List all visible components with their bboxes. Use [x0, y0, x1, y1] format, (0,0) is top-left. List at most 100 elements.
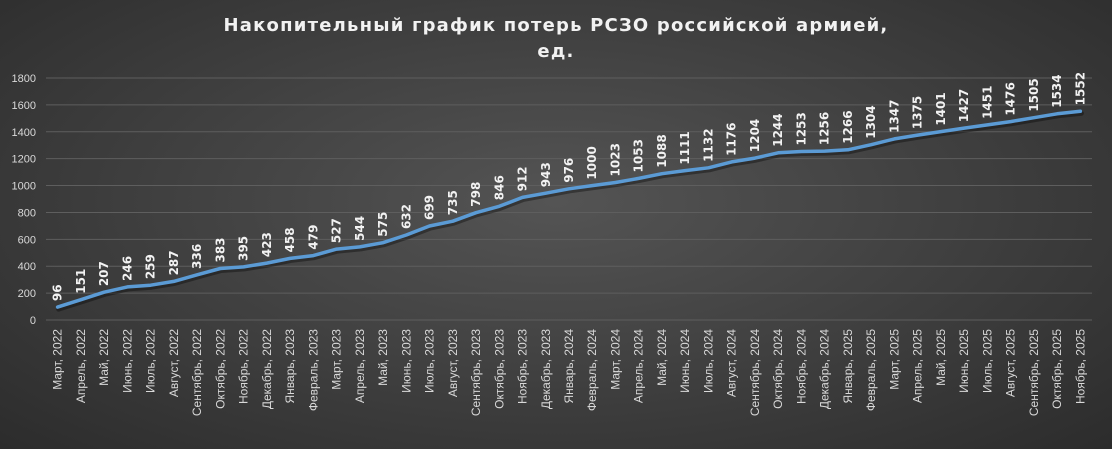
- x-tick-label: Март, 2025: [887, 329, 901, 390]
- data-label: 1132: [701, 128, 715, 161]
- x-tick-label: Октябрь, 2025: [1050, 329, 1064, 409]
- data-label: 1401: [934, 92, 948, 125]
- x-tick-label: Сентябрь, 2023: [469, 329, 483, 416]
- data-label: 1534: [1050, 74, 1064, 107]
- data-label: 383: [213, 237, 227, 262]
- data-label: 458: [283, 227, 297, 252]
- chart-title-line-2: ед.: [537, 41, 574, 62]
- y-tick-label: 600: [18, 234, 36, 246]
- y-tick-label: 1000: [12, 181, 36, 193]
- data-label: 798: [469, 182, 483, 207]
- data-label: 1552: [1073, 72, 1087, 105]
- y-tick-label: 400: [18, 261, 36, 273]
- data-label: 1053: [632, 139, 646, 172]
- x-tick-label: Июль, 2022: [144, 329, 158, 393]
- x-tick-label: Август, 2022: [167, 329, 181, 397]
- data-label: 1375: [911, 96, 925, 129]
- y-tick-label: 1400: [12, 127, 36, 139]
- data-labels: 96 151 207 246 259 287 336 383 395 423 458 479 527 54…: [51, 72, 1088, 301]
- data-label: 632: [399, 204, 413, 229]
- data-label: 1476: [1004, 82, 1018, 115]
- x-tick-label: Июнь, 2023: [399, 329, 413, 393]
- data-label: 976: [562, 158, 576, 183]
- data-label: 699: [423, 195, 437, 220]
- data-label: 1204: [748, 119, 762, 152]
- data-label: 259: [144, 254, 158, 279]
- x-tick-label: Апрель, 2025: [911, 329, 925, 403]
- x-tick-label: Март, 2023: [330, 329, 344, 390]
- y-axis: 0 200 400 600 800 1000 1200 1400 1600 1800: [12, 73, 36, 327]
- x-tick-label: Октябрь, 2022: [213, 329, 227, 409]
- data-label: 246: [120, 256, 134, 281]
- data-label: 1505: [1027, 78, 1041, 111]
- series-line-shadow: [56, 110, 1084, 312]
- y-tick-label: 1800: [12, 73, 36, 85]
- x-tick-label: Февраль, 2024: [585, 329, 599, 411]
- data-label: 395: [237, 236, 251, 261]
- data-label: 151: [74, 269, 88, 294]
- x-tick-label: Апрель, 2023: [353, 329, 367, 403]
- data-label: 575: [376, 212, 390, 237]
- y-tick-label: 1200: [12, 154, 36, 166]
- chart-title-line-1: Накопительный график потерь РСЗО российс…: [224, 15, 889, 36]
- x-tick-label: Декабрь, 2024: [818, 329, 832, 409]
- data-label: 527: [330, 218, 344, 243]
- x-tick-label: Июнь, 2024: [678, 329, 692, 393]
- x-tick-label: Апрель, 2024: [632, 329, 646, 403]
- x-tick-label: Ноябрь, 2024: [794, 329, 808, 404]
- data-label: 1256: [818, 112, 832, 145]
- x-tick-label: Сентябрь, 2025: [1027, 329, 1041, 416]
- data-label: 1451: [980, 86, 994, 119]
- data-label: 1176: [725, 122, 739, 155]
- x-tick-label: Август, 2024: [725, 329, 739, 397]
- y-tick-label: 800: [18, 207, 36, 219]
- x-tick-label: Июль, 2024: [701, 329, 715, 393]
- x-tick-label: Ноябрь, 2022: [237, 329, 251, 404]
- x-axis: Март, 2022 Апрель, 2022 Май, 2022 Июнь, 202…: [51, 329, 1088, 416]
- x-tick-label: Февраль, 2023: [306, 329, 320, 411]
- x-tick-label: Февраль, 2025: [864, 329, 878, 411]
- x-tick-label: Октябрь, 2023: [492, 329, 506, 409]
- data-label: 1111: [678, 131, 692, 164]
- data-label: 207: [97, 261, 111, 286]
- x-tick-label: Январь, 2024: [562, 329, 576, 404]
- x-tick-label: Сентябрь, 2024: [748, 329, 762, 416]
- data-label: 479: [306, 225, 320, 250]
- x-tick-label: Ноябрь, 2025: [1073, 329, 1087, 404]
- x-tick-label: Сентябрь, 2022: [190, 329, 204, 416]
- data-label: 287: [167, 250, 181, 275]
- y-tick-label: 0: [30, 315, 36, 327]
- data-label: 1304: [864, 105, 878, 138]
- data-label: 943: [539, 162, 553, 187]
- data-label: 423: [260, 232, 274, 257]
- x-tick-label: Май, 2024: [655, 329, 669, 386]
- data-label: 1088: [655, 134, 669, 167]
- x-tick-label: Март, 2024: [608, 329, 622, 390]
- x-tick-label: Май, 2022: [97, 329, 111, 386]
- x-tick-label: Декабрь, 2023: [539, 329, 553, 409]
- x-tick-label: Декабрь, 2022: [260, 329, 274, 409]
- data-label: 1000: [585, 146, 599, 179]
- data-label: 912: [516, 166, 530, 191]
- gridlines: [46, 77, 1092, 321]
- x-tick-label: Март, 2022: [51, 329, 65, 390]
- data-label: 544: [353, 216, 367, 241]
- x-tick-label: Май, 2023: [376, 329, 390, 386]
- data-label: 735: [446, 190, 460, 215]
- x-tick-label: Январь, 2023: [283, 329, 297, 404]
- x-tick-label: Ноябрь, 2023: [516, 329, 530, 404]
- x-tick-label: Октябрь, 2024: [771, 329, 785, 409]
- x-tick-label: Июнь, 2025: [957, 329, 971, 393]
- series-line-path: [55, 109, 1083, 309]
- data-label: 846: [492, 175, 506, 200]
- x-tick-label: Июль, 2025: [980, 329, 994, 393]
- x-tick-label: Апрель, 2022: [74, 329, 88, 403]
- y-tick-label: 200: [18, 288, 36, 300]
- data-label: 336: [190, 244, 204, 269]
- data-label: 1244: [771, 113, 785, 146]
- data-label: 1253: [794, 112, 808, 145]
- series-line: [55, 109, 1084, 312]
- data-label: 1266: [841, 110, 855, 143]
- x-tick-label: Май, 2025: [934, 329, 948, 386]
- data-label: 96: [51, 284, 65, 301]
